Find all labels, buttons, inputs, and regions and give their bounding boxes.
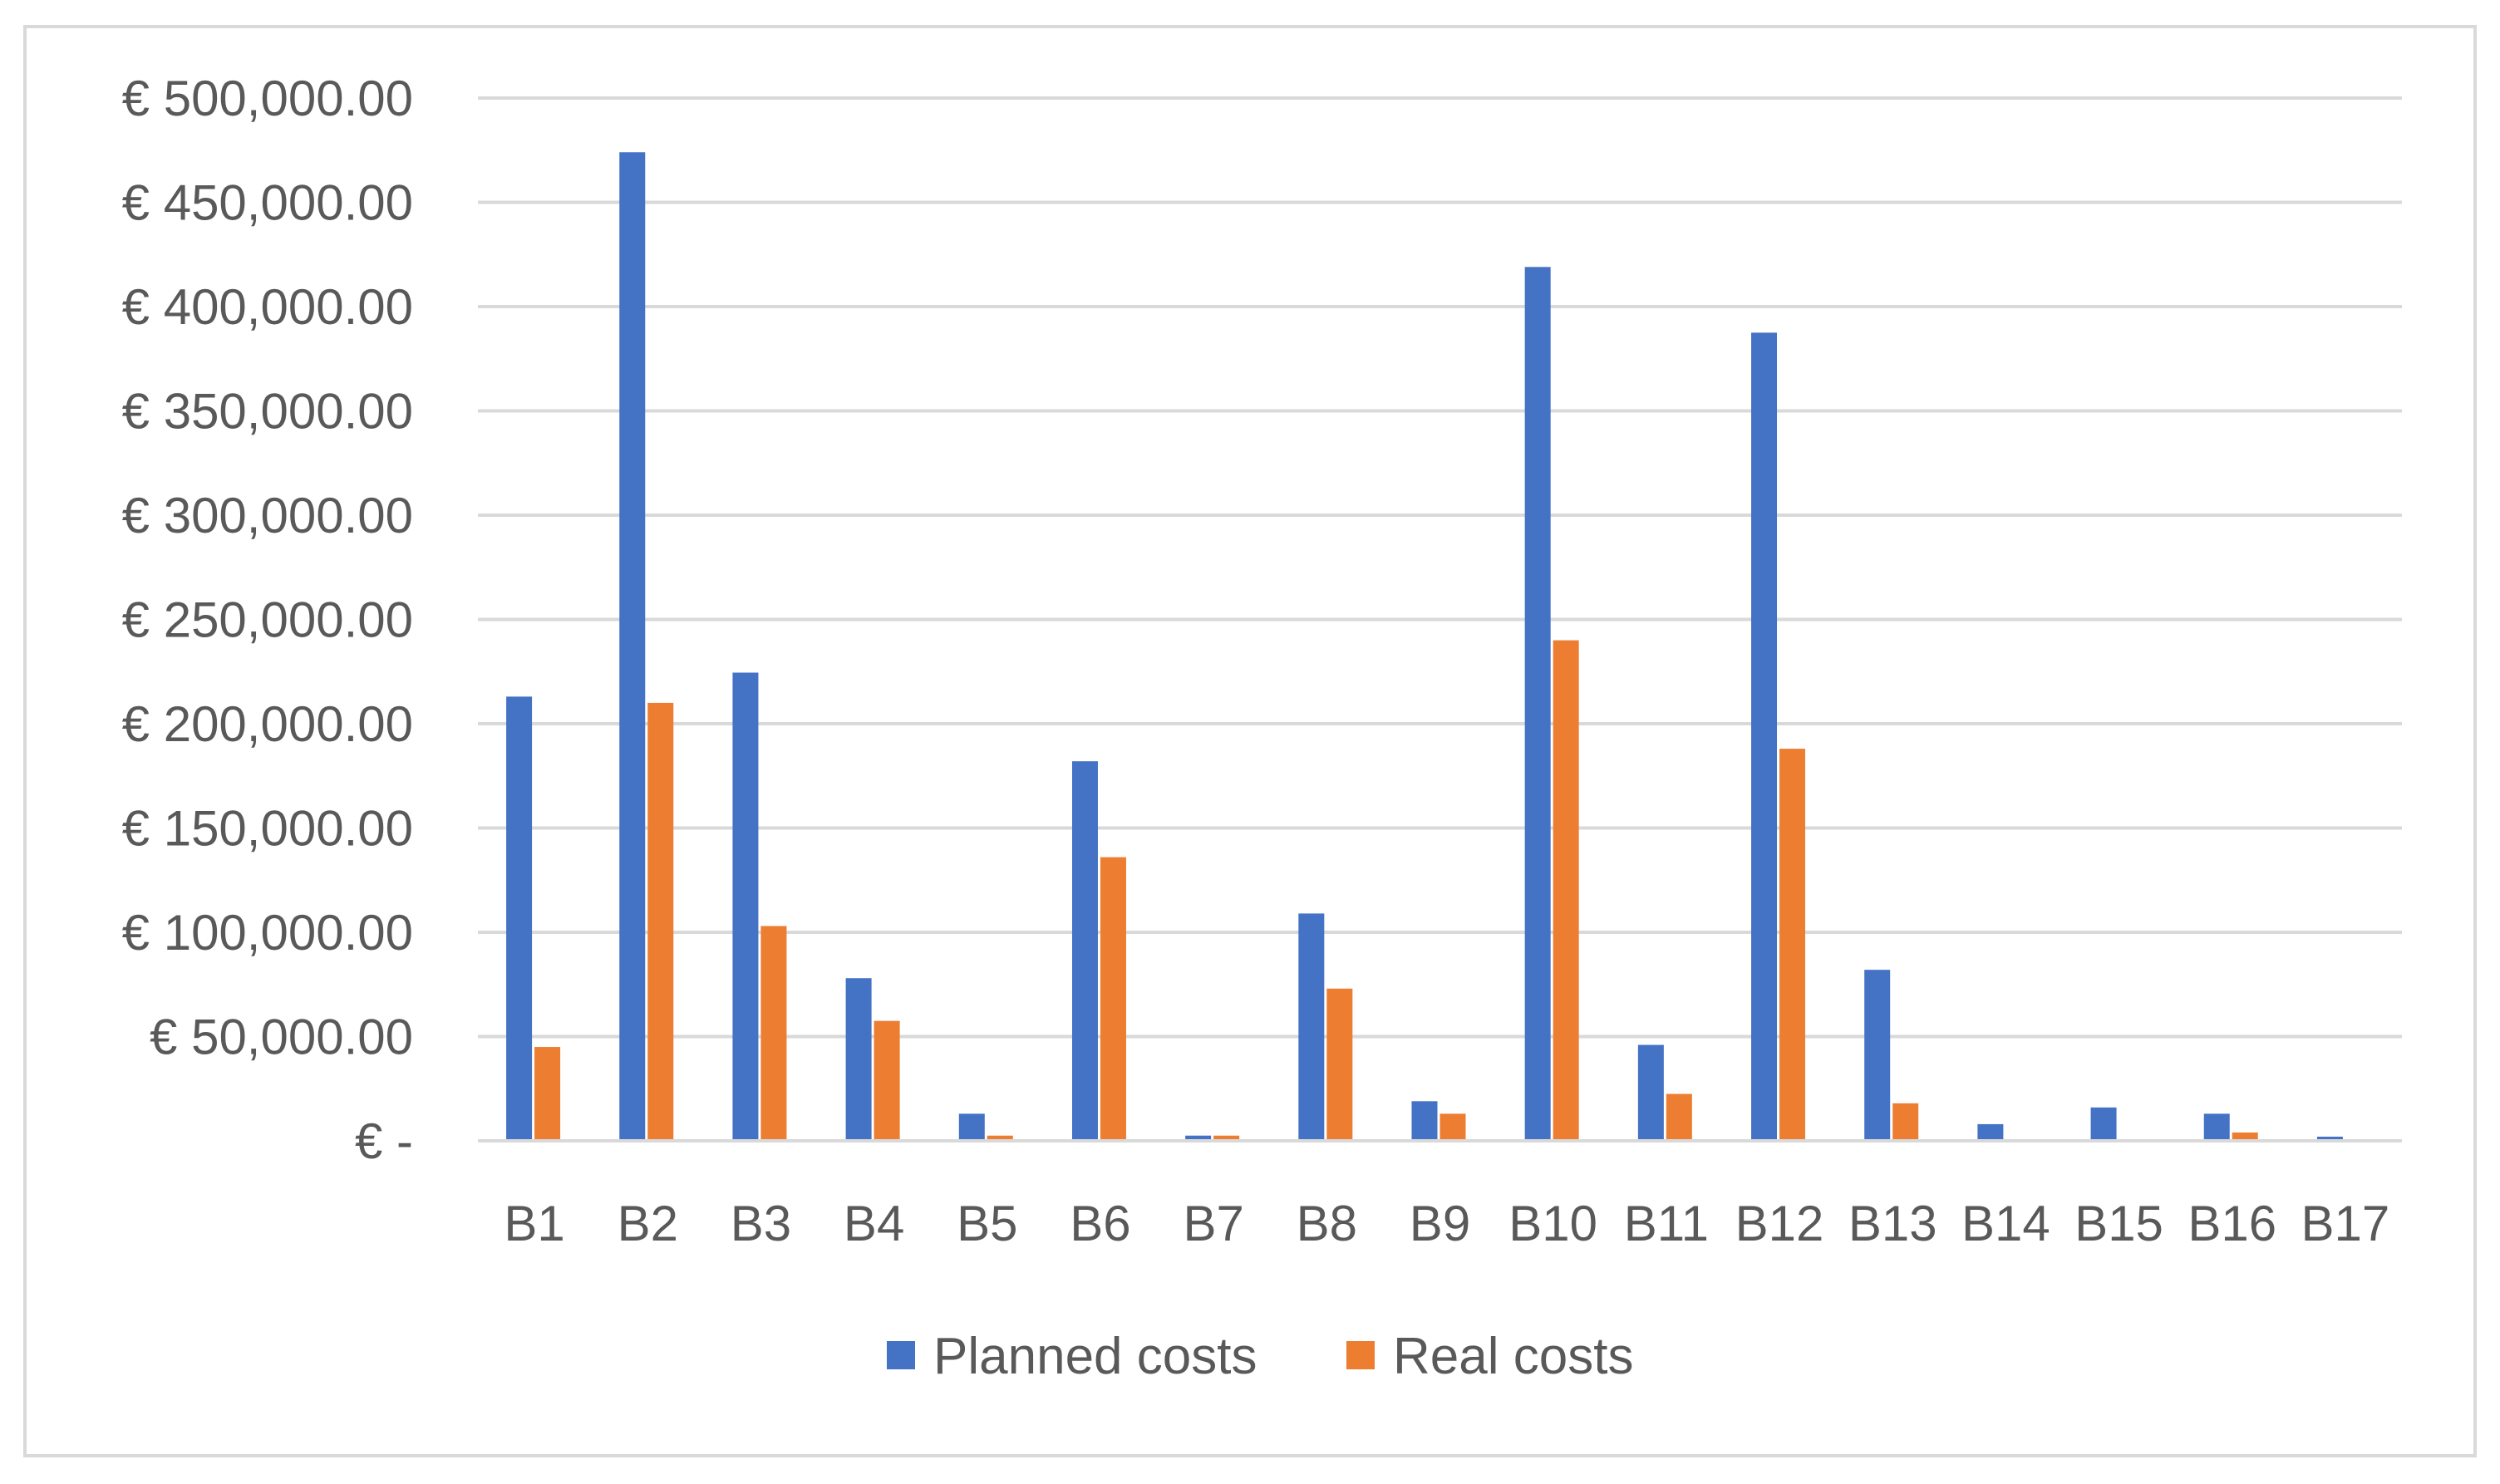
bar-planned-b16 (2203, 1113, 2230, 1141)
bar-real-b11 (1666, 1093, 1692, 1141)
legend: Planned costs Real costs (887, 1328, 1633, 1385)
x-tick-label: B13 (1848, 1196, 1937, 1251)
bar-real-b2 (647, 702, 674, 1141)
x-tick-label: B17 (2301, 1196, 2390, 1251)
legend-label-planned: Planned costs (933, 1328, 1257, 1385)
legend-swatch-planned (887, 1341, 915, 1369)
x-tick-label: B4 (844, 1196, 904, 1251)
y-tick-label: € 250,000.00 (122, 592, 413, 648)
bar-real-b12 (1779, 749, 1806, 1141)
x-tick-label: B6 (1070, 1196, 1130, 1251)
bar-real-b4 (874, 1020, 900, 1141)
y-tick-label: € - (355, 1113, 413, 1169)
x-tick-label: B12 (1735, 1196, 1824, 1251)
gridlines (478, 96, 2402, 1039)
bar-planned-b2 (619, 152, 646, 1141)
y-tick-label: € 450,000.00 (122, 175, 413, 231)
x-tick-label: B14 (1961, 1196, 2050, 1251)
y-tick-label: € 200,000.00 (122, 696, 413, 752)
bar-real-b1 (534, 1047, 561, 1141)
chart-frame (23, 25, 2477, 1457)
x-tick-label: B2 (618, 1196, 678, 1251)
x-tick-label: B11 (1624, 1196, 1709, 1251)
bar-real-b13 (1892, 1103, 1919, 1141)
bar-planned-b14 (1977, 1123, 2004, 1141)
x-tick-label: B9 (1410, 1196, 1470, 1251)
bar-planned-b15 (2090, 1107, 2117, 1141)
bar-planned-b11 (1637, 1044, 1664, 1141)
bar-planned-b1 (506, 696, 533, 1141)
x-tick-label: B15 (2074, 1196, 2163, 1251)
x-axis-tick-labels: B1 B2 B3 B4 B5 B6 B7 B8 B9 B10 B11 B12 B13 B14 B15 B16 B… (504, 1196, 2389, 1251)
x-tick-label: B16 (2188, 1196, 2276, 1251)
bar-real-b10 (1553, 640, 1579, 1141)
x-tick-label: B8 (1297, 1196, 1357, 1251)
bar-real-b16 (2232, 1132, 2258, 1141)
y-tick-label: € 500,000.00 (122, 71, 413, 126)
bar-real-b8 (1326, 988, 1353, 1141)
x-tick-label: B3 (731, 1196, 791, 1251)
bar-planned-b3 (732, 672, 759, 1141)
bar-real-b6 (1100, 857, 1126, 1141)
bar-real-b5 (987, 1135, 1013, 1141)
bar-planned-b7 (1185, 1135, 1212, 1141)
bar-planned-b12 (1751, 332, 1778, 1141)
x-tick-label: B7 (1183, 1196, 1243, 1251)
bars (506, 152, 2343, 1141)
bar-real-b9 (1439, 1113, 1466, 1141)
y-tick-label: € 150,000.00 (122, 801, 413, 857)
y-tick-label: € 400,000.00 (122, 279, 413, 335)
y-tick-label: € 100,000.00 (122, 905, 413, 961)
bar-planned-b10 (1524, 267, 1551, 1141)
bar-real-b7 (1213, 1135, 1240, 1141)
legend-swatch-real (1346, 1341, 1375, 1369)
bar-planned-b6 (1071, 761, 1098, 1141)
bar-planned-b13 (1864, 970, 1891, 1141)
x-tick-label: B5 (957, 1196, 1017, 1251)
bar-planned-b4 (845, 978, 872, 1141)
bar-real-b3 (760, 926, 787, 1141)
y-axis-tick-labels: € 500,000.00 € 450,000.00 € 400,000.00 € 35… (122, 71, 413, 1169)
bar-planned-b17 (2316, 1136, 2343, 1141)
y-tick-label: € 300,000.00 (122, 488, 413, 543)
x-tick-label: B10 (1508, 1196, 1597, 1251)
bar-planned-b5 (958, 1113, 985, 1141)
y-tick-label: € 50,000.00 (150, 1010, 413, 1065)
legend-label-real: Real costs (1393, 1328, 1633, 1385)
x-tick-label: B1 (504, 1196, 564, 1251)
bar-planned-b8 (1298, 913, 1325, 1141)
bar-planned-b9 (1411, 1101, 1438, 1141)
y-tick-label: € 350,000.00 (122, 384, 413, 440)
